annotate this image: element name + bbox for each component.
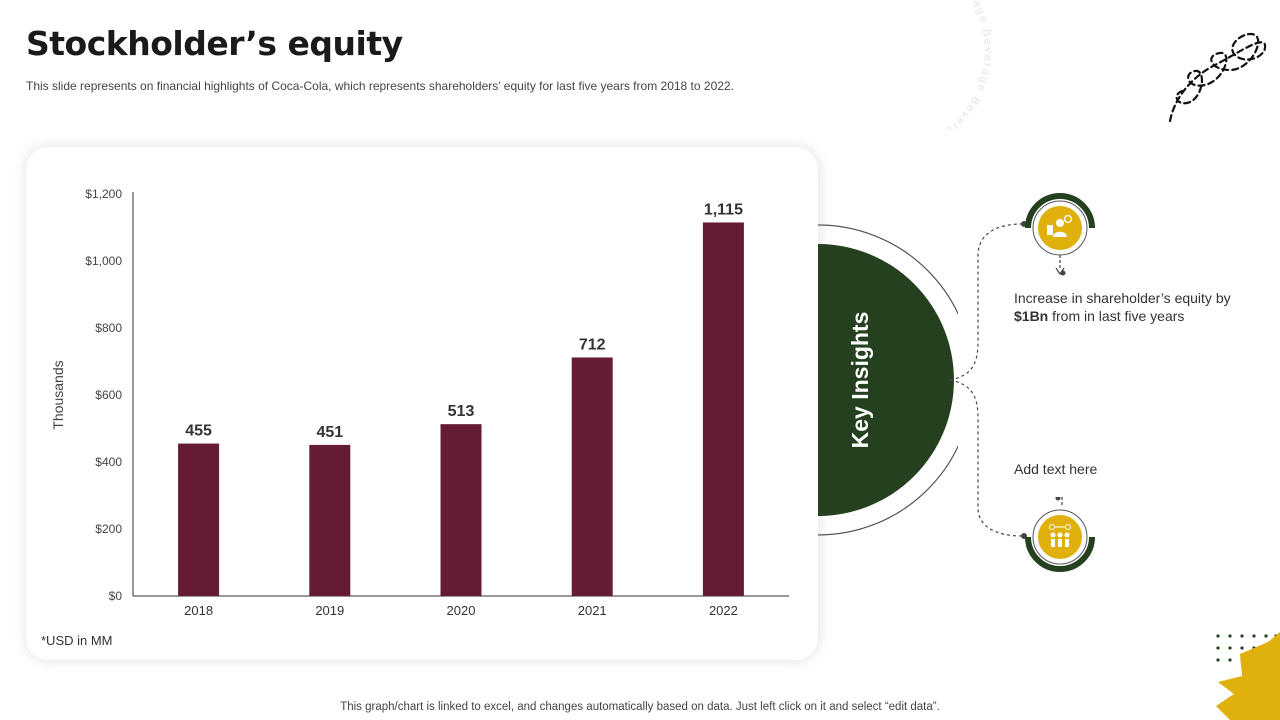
bar-2021 [571,357,613,596]
bottom-note: This graph/chart is linked to excel, and… [340,701,940,713]
insight-text-2: Add text here [1014,461,1098,477]
team-icon [1049,524,1071,547]
x-tick-label: 2021 [578,603,607,618]
data-label: 712 [579,336,606,353]
bar-2019 [309,444,351,596]
chart-card: $0 $200 $400 $600 $800 $1,000 $1,200 Thousands 4… [26,147,818,660]
insight-1-bold: $1Bn [1014,308,1049,324]
y-tick-label: $200 [95,522,122,536]
y-axis-label: Thousands [50,360,66,429]
page-title: Stockholder’s equity [26,24,403,63]
bar-2020 [440,424,482,596]
data-label: 1,115 [704,201,743,218]
key-insights-label: Key Insights [847,312,873,449]
data-label: 455 [185,423,212,440]
y-tick-label: $400 [95,455,122,469]
beverage-ring-decoration: Beverage Beverage Beverage Beverage [885,0,994,130]
equity-bar-chart: $0 $200 $400 $600 $800 $1,000 $1,200 Thousands 4… [50,187,789,618]
svg-text:Beverage Beverage Beverage Bev: Beverage Beverage Beverage Beverage [885,0,994,130]
bar-2018 [178,443,220,596]
insight-badge-2 [1025,497,1095,572]
x-tick-label: 2020 [447,603,476,618]
x-tick-label: 2019 [315,603,344,618]
insight-text-1: Increase in shareholder’s equity by $1Bn… [1014,289,1244,325]
bar-2022 [702,222,744,596]
y-tick-label: $800 [95,321,122,335]
insight-1-post: from in last five years [1048,308,1185,324]
insight-badge-1 [1025,193,1095,276]
key-insights-arc: Key Insights [818,224,958,536]
x-tick-label: 2018 [184,603,213,618]
data-label: 513 [448,403,475,420]
chart-footnote: *USD in MM [41,633,113,648]
page-subtitle: This slide represents on financial highl… [26,79,734,93]
y-tick-label: $600 [95,388,122,402]
insight-1-pre: Increase in shareholder’s equity by [1014,290,1231,306]
y-tick-label: $0 [109,589,123,603]
corner-decoration [1216,632,1280,720]
y-tick-label: $1,000 [85,254,122,268]
business-person-icon [1047,214,1073,237]
data-label: 451 [316,424,343,441]
loops-decoration [1168,32,1267,123]
ring-text: Beverage Beverage Beverage Beverage [885,0,992,130]
x-tick-label: 2022 [709,603,738,618]
insight-connectors [949,221,1027,539]
y-tick-label: $1,200 [85,187,122,201]
